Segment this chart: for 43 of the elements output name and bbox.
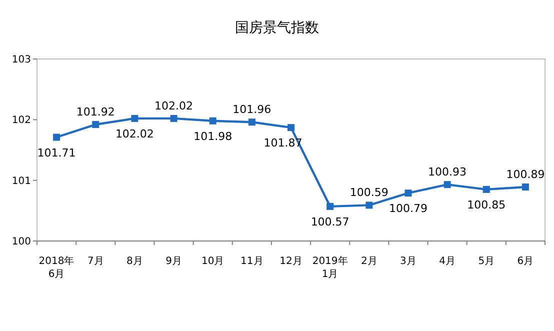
point xyxy=(170,114,178,122)
x-tick-label: 3月 xyxy=(399,255,418,268)
x-tick-label: 7月 xyxy=(86,255,105,268)
point xyxy=(288,124,294,132)
y-tick-label: 102 xyxy=(12,115,31,126)
x-tick-label: 8月 xyxy=(126,255,144,268)
data-label: 100.85 xyxy=(467,198,506,212)
point xyxy=(444,181,451,188)
point xyxy=(131,114,138,122)
data-label: 100.89 xyxy=(506,168,545,182)
x-tick-label: 11月 xyxy=(240,255,264,268)
data-label: 100.93 xyxy=(428,166,467,179)
x-tick-label: 5月 xyxy=(477,255,496,268)
y-tick-label: 103 xyxy=(12,54,31,66)
point xyxy=(209,117,216,124)
data-label: 101.98 xyxy=(194,130,232,143)
point xyxy=(404,190,412,197)
data-label: 101.96 xyxy=(232,103,272,116)
point xyxy=(482,186,490,193)
x-tick-label: 9月 xyxy=(164,255,183,268)
x-tick-label: 4月 xyxy=(438,255,456,268)
data-label: 101.92 xyxy=(76,106,115,119)
x-tick-label: 6月 xyxy=(516,255,535,268)
y-tick-label: 100 xyxy=(12,236,31,248)
data-label: 102.02 xyxy=(115,127,154,140)
data-label: 100.57 xyxy=(310,215,350,228)
y-tick-label: 101 xyxy=(12,176,31,187)
chart-title: 国房景气指数 xyxy=(235,20,319,36)
point xyxy=(53,134,60,141)
point xyxy=(522,184,529,191)
point xyxy=(326,202,334,210)
point xyxy=(366,202,373,209)
data-label: 101.71 xyxy=(37,146,76,160)
point xyxy=(248,118,256,126)
data-label: 102.02 xyxy=(154,99,194,112)
data-label: 100.59 xyxy=(350,186,388,200)
point xyxy=(92,121,100,128)
x-tick-label: 2019年1月 xyxy=(311,255,349,281)
x-tick-label: 2月 xyxy=(360,255,378,268)
data-label: 100.79 xyxy=(388,202,428,216)
x-tick-label: 10月 xyxy=(200,255,226,268)
x-tick-label: 2018年6月 xyxy=(38,255,76,281)
x-tick-label: 12月 xyxy=(278,255,304,268)
